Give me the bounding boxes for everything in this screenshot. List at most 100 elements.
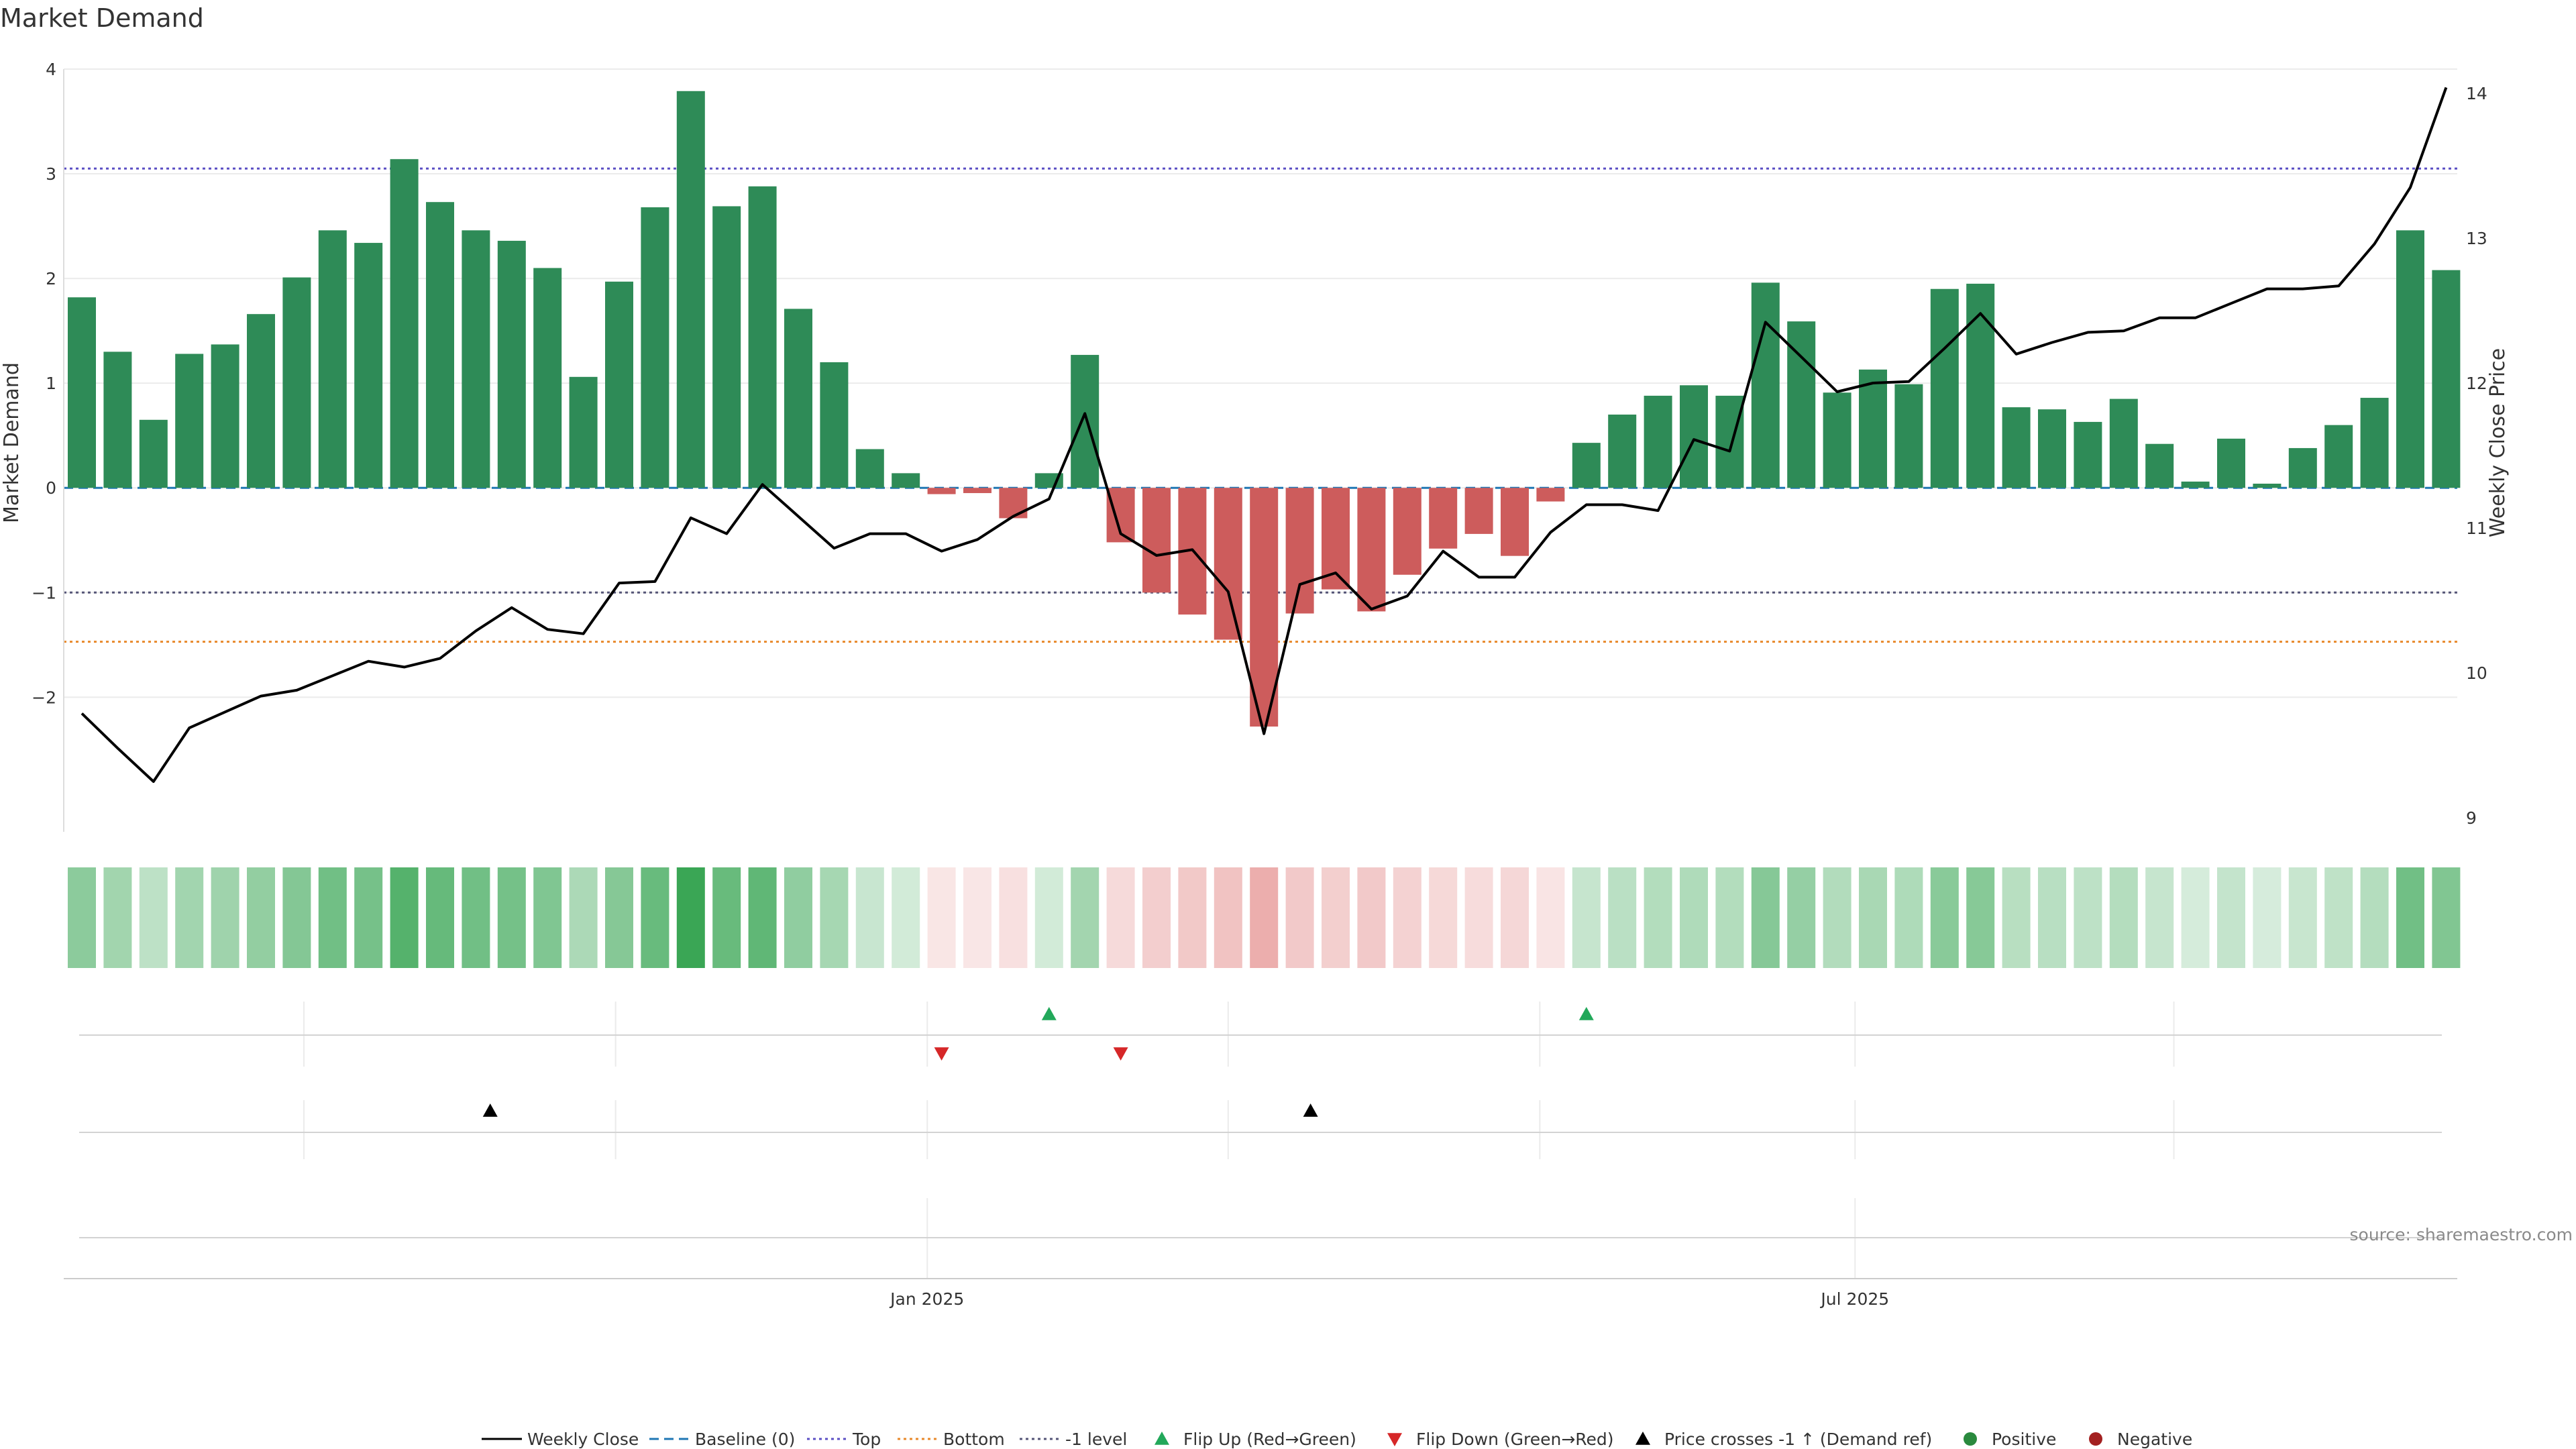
demand-bar: [247, 314, 275, 488]
demand-bar: [1823, 392, 1851, 488]
flip-down-marker: [1113, 1047, 1128, 1061]
demand-bar: [211, 344, 239, 488]
heat-cell: [1464, 867, 1493, 968]
heat-cell: [1859, 867, 1887, 968]
heat-cell: [426, 867, 454, 968]
heat-cell: [569, 867, 598, 968]
heat-cell: [1608, 867, 1637, 968]
heat-cell: [318, 867, 347, 968]
demand-bar: [497, 240, 526, 488]
heat-cell: [282, 867, 311, 968]
heat-cell: [139, 867, 168, 968]
heat-cell: [2253, 867, 2282, 968]
legend-swatch: [2089, 1432, 2102, 1446]
y2-axis-label: Weekly Close Price: [2486, 348, 2510, 537]
demand-bar: [855, 449, 884, 488]
heat-cell: [999, 867, 1028, 968]
heat-cell: [963, 867, 991, 968]
legend-label: Baseline (0): [695, 1430, 795, 1449]
demand-bar: [1608, 415, 1637, 488]
demand-bar: [1751, 282, 1780, 488]
heat-cell: [103, 867, 132, 968]
demand-bar: [1572, 443, 1601, 488]
heat-cell: [2181, 867, 2210, 968]
legend-item: Top: [807, 1430, 881, 1449]
y-tick-label: −2: [32, 688, 56, 707]
demand-bar: [1142, 488, 1171, 593]
heat-cell: [1357, 867, 1386, 968]
legend-label: Negative: [2117, 1430, 2192, 1449]
demand-bar: [1214, 488, 1242, 640]
heat-cell: [855, 867, 884, 968]
y-tick-label: −1: [32, 583, 56, 602]
demand-bar: [1930, 288, 1959, 488]
event-lanes: [79, 1002, 2442, 1278]
heat-cell: [175, 867, 204, 968]
demand-bar: [2217, 438, 2245, 488]
heat-cell: [820, 867, 849, 968]
source-note: source: sharemaestro.com: [2350, 1225, 2573, 1244]
heat-cell: [462, 867, 490, 968]
demand-bar: [641, 207, 669, 488]
demand-bar: [68, 297, 96, 488]
demand-bar: [1715, 395, 1744, 488]
y2-tick-label: 14: [2466, 84, 2487, 103]
heat-cell: [892, 867, 920, 968]
heat-cell: [676, 867, 705, 968]
legend-item: Weekly Close: [482, 1430, 639, 1449]
demand-bar: [139, 419, 168, 488]
demand-bar: [318, 230, 347, 488]
heat-cell: [2360, 867, 2389, 968]
demand-bar: [1393, 488, 1421, 575]
heat-cell: [247, 867, 275, 968]
heat-cell: [1572, 867, 1601, 968]
demand-bar: [103, 352, 132, 488]
demand-bar: [2145, 443, 2174, 488]
heat-cell: [2396, 867, 2424, 968]
demand-bar: [2074, 421, 2102, 488]
demand-bar: [390, 159, 419, 488]
demand-bar: [533, 268, 562, 488]
legend-label: Price crosses -1 ↑ (Demand ref): [1664, 1430, 1932, 1449]
demand-bar: [1966, 283, 1995, 488]
legend-swatch: [1155, 1432, 1169, 1445]
legend-swatch: [1964, 1432, 1977, 1446]
heat-cell: [712, 867, 741, 968]
price-cross-marker: [1303, 1104, 1318, 1117]
y-tick-label: 1: [46, 374, 56, 393]
demand-bar: [426, 202, 454, 488]
heat-cell: [641, 867, 669, 968]
demand-bar: [2002, 407, 2031, 488]
demand-bar: [1644, 395, 1672, 488]
heat-cell: [1966, 867, 1995, 968]
heat-cell: [211, 867, 239, 968]
heat-cell: [1214, 867, 1242, 968]
legend-label: Positive: [1992, 1430, 2056, 1449]
demand-bar: [1071, 355, 1099, 488]
demand-bar: [1250, 488, 1279, 727]
y2-tick-label: 12: [2466, 374, 2487, 393]
demand-bar: [354, 243, 383, 488]
chart-title: Market Demand: [0, 3, 204, 33]
demand-bar: [820, 362, 849, 488]
legend-item: Flip Down (Green→Red): [1387, 1430, 1614, 1449]
demand-bar: [175, 354, 204, 488]
legend-label: -1 level: [1065, 1430, 1127, 1449]
y2-tick-label: 11: [2466, 519, 2487, 538]
heat-cell: [1142, 867, 1171, 968]
heat-cell: [1787, 867, 1816, 968]
heat-cell: [2288, 867, 2317, 968]
y-tick-label: 3: [46, 164, 56, 184]
heat-cell: [497, 867, 526, 968]
legend-item: Price crosses -1 ↑ (Demand ref): [1635, 1430, 1932, 1449]
legend-item: -1 level: [1020, 1430, 1127, 1449]
demand-bar: [1464, 488, 1493, 534]
demand-bar: [1859, 369, 1887, 488]
demand-bar: [2432, 270, 2461, 488]
y-tick-label: 4: [46, 60, 56, 79]
demand-bar: [784, 309, 812, 488]
y-tick-label: 2: [46, 269, 56, 288]
demand-bar: [2038, 409, 2066, 488]
heat-cell: [68, 867, 96, 968]
heat-cell: [1501, 867, 1529, 968]
